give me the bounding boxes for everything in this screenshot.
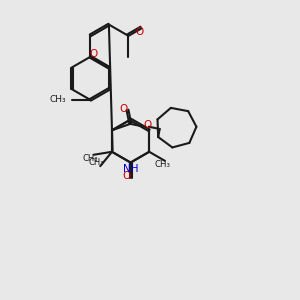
Text: O: O <box>135 27 144 37</box>
Text: O: O <box>90 50 98 59</box>
Text: O: O <box>144 120 152 130</box>
Text: NH: NH <box>123 164 138 174</box>
Text: CH₃: CH₃ <box>82 154 98 163</box>
Text: CH₃: CH₃ <box>154 160 170 169</box>
Text: CH₃: CH₃ <box>89 158 104 167</box>
Text: O: O <box>119 103 128 114</box>
Text: CH₃: CH₃ <box>50 95 66 104</box>
Text: O: O <box>122 171 130 181</box>
